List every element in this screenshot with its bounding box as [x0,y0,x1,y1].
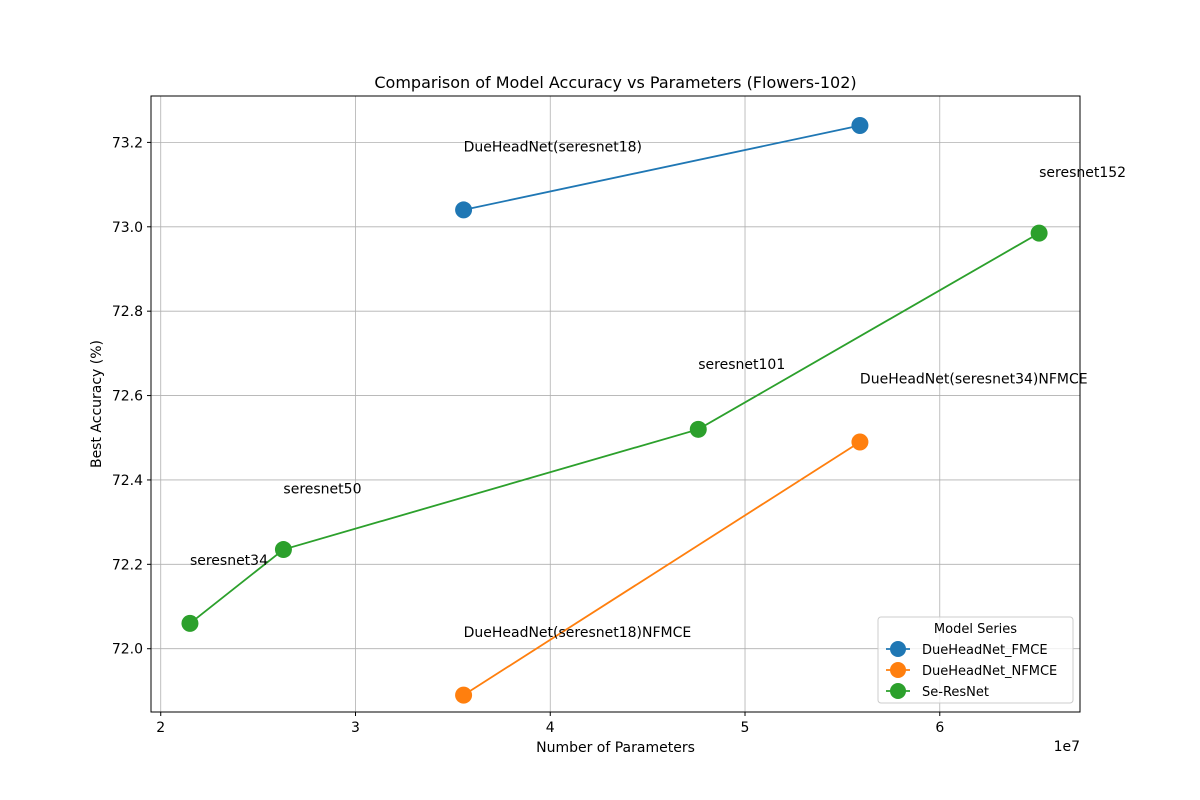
x-tick-label: 6 [935,720,944,736]
data-point-dueheadnet-fmce [455,201,473,219]
y-tick-label: 72.4 [112,473,143,489]
legend-box [877,616,1074,704]
data-point-dueheadnet-nfmce [851,433,869,451]
series-line-dueheadnet-fmce [463,124,861,211]
annotation-label: DueHeadNet(seresnet34)NFMCE [860,372,1088,388]
legend-items: DueHeadNet_FMCE DueHeadNet_NFMCE Se-ResNet [886,641,1057,700]
legend: Model Series DueHeadNet_FMCE DueHeadNet_N… [877,616,1074,704]
x-tick-label: 4 [546,720,555,736]
data-point-se-resnet [274,541,292,559]
annotation-label: DueHeadNet(seresnet18) [464,140,642,156]
series-layer [181,117,1048,704]
data-point-dueheadnet-fmce [851,117,869,135]
series-dueheadnet-nfmce [455,433,869,704]
series-dueheadnet-fmce [455,117,869,219]
plot-frame [150,95,1081,713]
y-tick-label: 72.8 [112,304,143,320]
annotations: DueHeadNet(seresnet18) seresnet152 seresne… [190,140,1126,641]
x-tick-label: 2 [156,720,165,736]
x-tick-label: 3 [351,720,360,736]
annotation-label: DueHeadNet(seresnet18)NFMCE [464,625,692,641]
y-tick-label: 73.0 [112,220,143,236]
y-tick-label: 72.6 [112,389,143,405]
series-line-dueheadnet-nfmce [463,441,861,696]
y-tick-label: 73.2 [112,135,143,151]
grid [151,96,1080,712]
x-tick-label: 5 [741,720,750,736]
legend-title: Model Series [934,622,1017,637]
annotation-label: seresnet34 [190,553,268,569]
data-point-se-resnet [689,420,707,438]
legend-marker-dueheadnet-nfmce [890,662,906,678]
data-point-se-resnet [181,614,199,632]
legend-label-dueheadnet-nfmce: DueHeadNet_NFMCE [922,664,1057,679]
annotation-label: seresnet152 [1039,165,1126,181]
annotation-label: seresnet50 [283,481,361,497]
legend-marker-se-resnet [890,683,906,699]
x-axis-offset-label: 1e7 [1054,739,1080,755]
y-tick-label: 72.2 [112,557,143,573]
data-point-dueheadnet-nfmce [455,686,473,704]
annotation-label: seresnet101 [698,357,785,373]
y-axis-label: Best Accuracy (%) [89,340,105,468]
chart-title: Comparison of Model Accuracy vs Paramete… [374,73,856,92]
ticks: 2 3 4 5 6 72.0 72.2 72.4 72.6 72.8 73.0 73.2 [112,135,944,736]
data-point-se-resnet [1030,224,1048,242]
legend-label-dueheadnet-fmce: DueHeadNet_FMCE [922,643,1048,658]
series-line-se-resnet [189,232,1040,625]
legend-label-se-resnet: Se-ResNet [922,685,989,700]
y-tick-label: 72.0 [112,642,143,658]
x-axis-label: Number of Parameters [536,740,695,756]
legend-marker-dueheadnet-fmce [890,641,906,657]
series-se-resnet [181,224,1048,632]
